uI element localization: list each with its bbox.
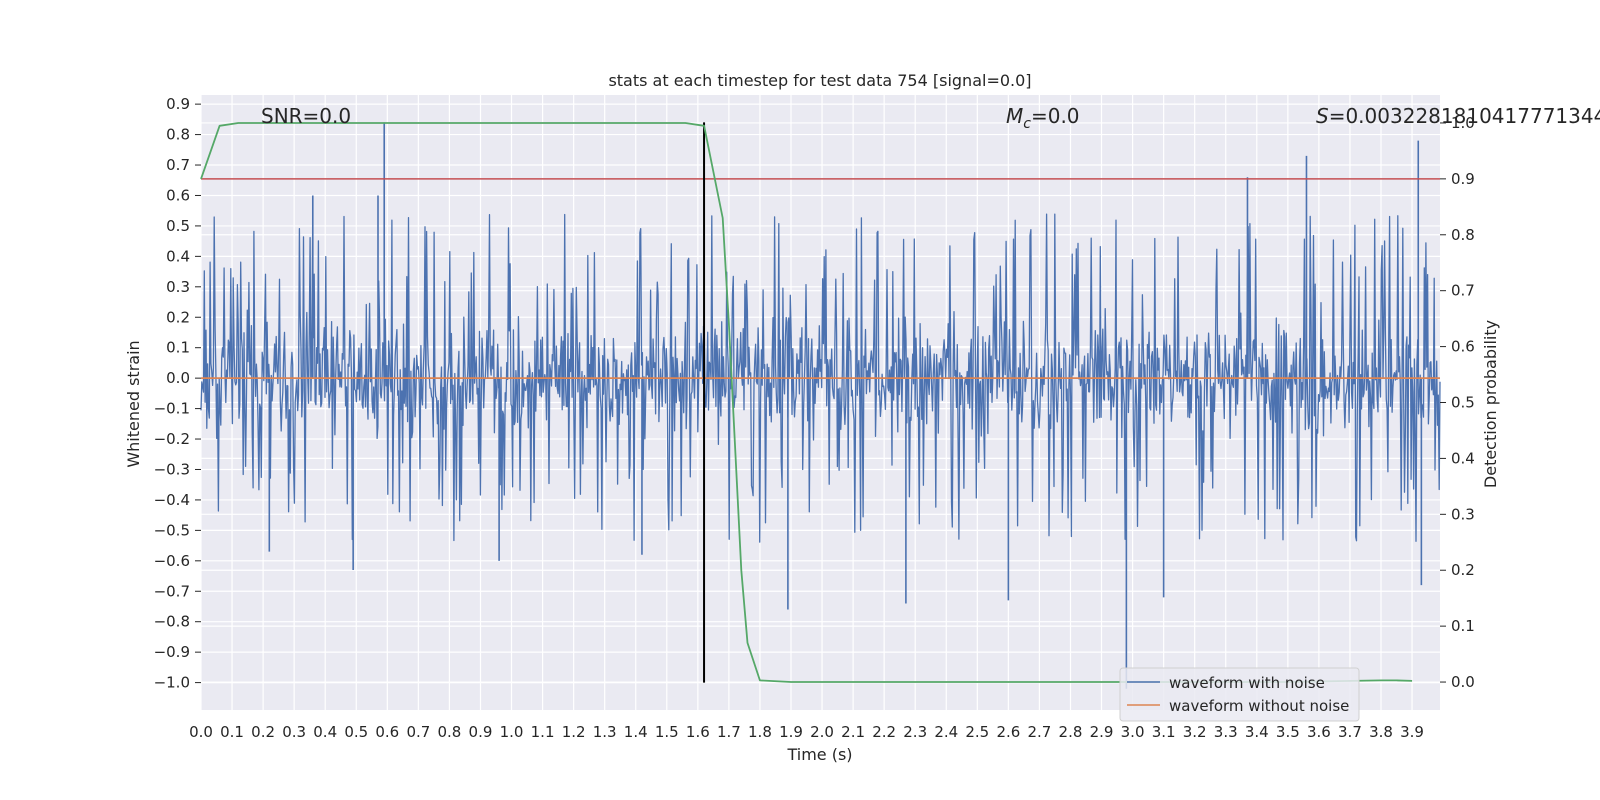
y-tick-label: 0.9: [166, 95, 190, 113]
x-tick-label: 1.2: [562, 723, 586, 741]
y2-tick-label: 0.3: [1451, 505, 1475, 523]
noise-line: [200, 213, 1441, 543]
x-tick-label: 1.0: [500, 723, 524, 741]
mc-value: =0.0: [1031, 104, 1080, 128]
y-tick-label: −0.8: [154, 613, 190, 631]
y-tick-label: −0.5: [154, 521, 190, 539]
y-tick-label: 0.5: [166, 217, 190, 235]
x-tick-label: 0.5: [344, 723, 368, 741]
chart-title: stats at each timestep for test data 754…: [608, 71, 1031, 90]
s-symbol: S: [1316, 104, 1329, 128]
x-tick-label: 2.0: [810, 723, 834, 741]
y2-axis: 1.0 0.9 0.8 0.7 0.6 0.5 0.4 0.3 0.2 0.1 0.0: [1440, 114, 1475, 691]
x-tick-label: 2.6: [996, 723, 1020, 741]
x-tick-label: 2.4: [934, 723, 958, 741]
y-tick-label: −0.3: [154, 460, 190, 478]
x-tick-label: 0.0: [189, 723, 213, 741]
x-tick-label: 0.1: [220, 723, 244, 741]
y-tick-label: −0.9: [154, 643, 190, 661]
y2-tick-label: 0.9: [1451, 170, 1475, 188]
x-tick-label: 1.7: [717, 723, 741, 741]
y2-tick-label: 0.5: [1451, 394, 1475, 412]
y-axis-label: Whitened strain: [124, 340, 143, 467]
x-tick-label: 0.8: [437, 723, 461, 741]
x-tick-label: 3.2: [1183, 723, 1207, 741]
y2-tick-label: 0.4: [1451, 449, 1475, 467]
y-tick-label: 0.0: [166, 369, 190, 387]
y2-axis-label: Detection probability: [1481, 320, 1500, 488]
y2-tick-label: 0.6: [1451, 338, 1475, 356]
x-tick-label: 3.9: [1400, 723, 1424, 741]
x-tick-label: 0.3: [282, 723, 306, 741]
x-tick-label: 1.8: [748, 723, 772, 741]
y2-tick-label: 0.8: [1451, 226, 1475, 244]
legend: waveform with noise waveform without noi…: [1119, 667, 1360, 722]
snr-annotation: SNR=0.0: [261, 104, 351, 128]
y2-tick-label: 0.0: [1451, 673, 1475, 691]
y-tick-label: −1.0: [154, 674, 190, 692]
x-tick-label: 1.3: [593, 723, 617, 741]
y2-tick-label: 0.2: [1451, 561, 1475, 579]
y-tick-label: 0.6: [166, 186, 190, 204]
x-tick-label: 2.7: [1027, 723, 1051, 741]
y-tick-label: 0.1: [166, 339, 190, 357]
y2-tick-label: 0.7: [1451, 282, 1475, 300]
x-tick-label: 3.1: [1152, 723, 1176, 741]
x-tick-label: 3.5: [1276, 723, 1300, 741]
x-tick-label: 1.4: [624, 723, 648, 741]
mc-annotation: Mc=0.0: [1006, 104, 1080, 132]
x-tick-label: 0.6: [375, 723, 399, 741]
x-tick-label: 3.4: [1245, 723, 1269, 741]
y-tick-label: 0.4: [166, 247, 190, 265]
x-tick-label: 3.8: [1369, 723, 1393, 741]
y-tick-label: −0.2: [154, 430, 190, 448]
x-axis: 0.0 0.1 0.2 0.3 0.4 0.5 0.6 0.7 0.8 0.9 1.0 1.1 1.2 1…: [189, 723, 1424, 741]
x-tick-label: 3.7: [1338, 723, 1362, 741]
x-tick-label: 0.7: [406, 723, 430, 741]
s-value: =0.0032281810417771344: [1329, 104, 1600, 128]
mc-subscript: c: [1023, 116, 1031, 132]
y-tick-label: −0.1: [154, 400, 190, 418]
s-annotation: S=0.0032281810417771344: [1316, 104, 1600, 128]
x-tick-label: 1.5: [655, 723, 679, 741]
x-tick-label: 2.2: [872, 723, 896, 741]
y-tick-label: 0.7: [166, 156, 190, 174]
y-tick-label: 0.8: [166, 126, 190, 144]
x-tick-label: 2.5: [965, 723, 989, 741]
y2-tick-label: 1.0: [1451, 114, 1475, 132]
x-tick-label: 2.8: [1059, 723, 1083, 741]
y-tick-label: −0.6: [154, 552, 190, 570]
x-tick-label: 0.9: [469, 723, 493, 741]
x-axis-label: Time (s): [786, 745, 852, 764]
y-axis: 0.9 0.8 0.7 0.6 0.5 0.4 0.3 0.2 0.1 0.0 −0.1 −0.2 −0…: [154, 95, 201, 692]
y-tick-label: −0.4: [154, 491, 190, 509]
x-tick-label: 1.9: [779, 723, 803, 741]
y2-tick-label: 0.1: [1451, 617, 1475, 635]
x-tick-label: 1.1: [531, 723, 555, 741]
noise-series: [200, 122, 1441, 689]
x-tick-label: 2.1: [841, 723, 865, 741]
mc-symbol: M: [1006, 104, 1023, 128]
legend-label-noise: waveform with noise: [1169, 674, 1325, 692]
legend-label-clean: waveform without noise: [1169, 697, 1349, 715]
y-tick-label: −0.7: [154, 582, 190, 600]
x-tick-label: 0.4: [313, 723, 337, 741]
y-tick-label: 0.3: [166, 278, 190, 296]
x-tick-label: 1.6: [686, 723, 710, 741]
x-tick-label: 3.6: [1307, 723, 1331, 741]
x-tick-label: 0.2: [251, 723, 275, 741]
x-tick-label: 2.3: [903, 723, 927, 741]
y-tick-label: 0.2: [166, 308, 190, 326]
legend-box: [1119, 667, 1360, 722]
x-tick-label: 3.0: [1121, 723, 1145, 741]
x-tick-label: 2.9: [1090, 723, 1114, 741]
x-tick-label: 3.3: [1214, 723, 1238, 741]
